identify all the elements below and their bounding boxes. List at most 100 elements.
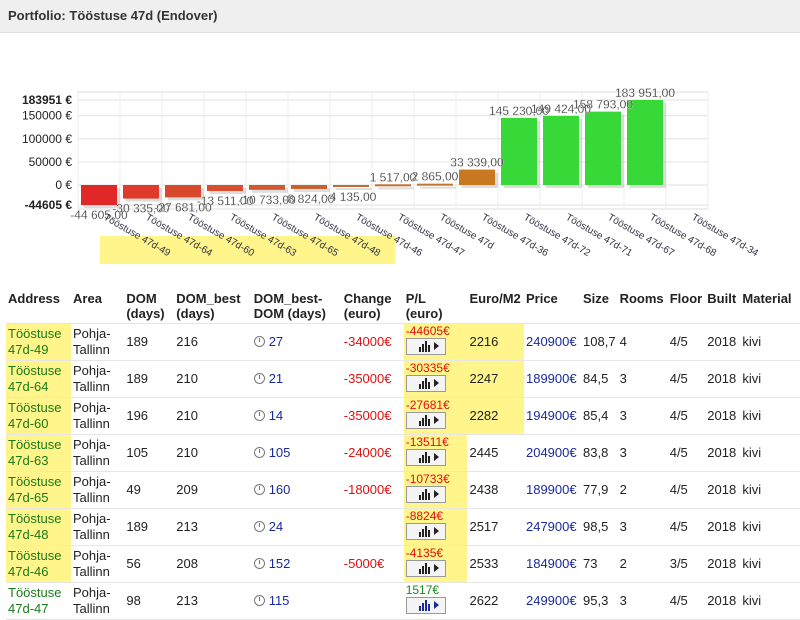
built-cell: 2018	[705, 397, 741, 435]
chart-label-highlight	[100, 236, 395, 264]
column-header: Price	[523, 287, 582, 324]
y-tick-label: 100000 €	[22, 132, 72, 146]
bar-data-label: -8 824,00	[284, 192, 335, 206]
size-cell: 95,3	[581, 582, 618, 620]
bar-data-label: 33 339,00	[450, 156, 504, 170]
address-link[interactable]: Tööstuse 47d-46	[6, 545, 72, 583]
table-row: Tööstuse 47d-46 Pohja-Tallinn 56 208 152 -500…	[6, 545, 800, 583]
table-body: Tööstuse 47d-49 Pohja-Tallinn 189 216 27 -340…	[6, 323, 800, 620]
play-icon	[433, 490, 439, 498]
euro-m2-cell: 2282	[467, 397, 524, 435]
address-link[interactable]: Tööstuse 47d-49	[6, 323, 72, 361]
built-cell: 2018	[705, 360, 741, 398]
column-header: DOM_best (days)	[174, 287, 252, 324]
dom-diff-cell: 14	[251, 397, 342, 435]
dom-diff-value: 152	[268, 556, 291, 571]
bar-data-label: 158 793,00	[573, 98, 633, 112]
rooms-cell: 3	[617, 434, 668, 472]
address-link[interactable]: Tööstuse 47d-60	[6, 397, 72, 435]
bar-data-label: -4 135,00	[326, 190, 377, 204]
price-cell: 249900€	[523, 582, 582, 620]
chart-button[interactable]	[405, 338, 446, 355]
bar	[417, 183, 453, 186]
chart-button[interactable]	[405, 375, 446, 392]
built-cell: 2018	[705, 545, 741, 583]
bar-data-label: -30 335,00	[112, 202, 170, 216]
bar-data-label: -27 681,00	[154, 200, 212, 214]
chart-button[interactable]	[405, 523, 446, 540]
built-cell: 2018	[705, 434, 741, 472]
address-link[interactable]: Tööstuse 47d-63	[6, 434, 72, 472]
bar	[375, 184, 411, 187]
table-row: Tööstuse 47d-48 Pohja-Tallinn 189 213 24 -882…	[6, 508, 800, 546]
dom-diff-value: 115	[268, 593, 290, 608]
bar	[501, 117, 537, 185]
table-row: Tööstuse 47d-64 Pohja-Tallinn 189 210 21 -350…	[6, 360, 800, 398]
area-cell: Pohja-Tallinn	[71, 397, 125, 435]
table-row: Tööstuse 47d-49 Pohja-Tallinn 189 216 27 -340…	[6, 323, 800, 361]
table-row: Tööstuse 47d-63 Pohja-Tallinn 105 210 105 -24…	[6, 434, 800, 472]
pl-value: -10733€	[405, 472, 450, 486]
area-cell: Pohja-Tallinn	[71, 508, 125, 546]
address-link[interactable]: Tööstuse 47d-65	[6, 471, 72, 509]
change-cell: -34000€	[341, 323, 404, 361]
material-cell: kivi	[740, 397, 800, 435]
dom-cell: 105	[124, 434, 175, 472]
address-link[interactable]: Tööstuse 47d-48	[6, 508, 72, 546]
address-link[interactable]: Tööstuse 47d-47	[6, 582, 72, 620]
bar-shadow	[420, 186, 456, 189]
size-cell: 77,9	[581, 471, 618, 509]
clock-icon	[253, 484, 265, 495]
clock-icon	[253, 595, 265, 606]
clock-icon	[253, 373, 265, 384]
chart-button[interactable]	[405, 449, 446, 466]
play-icon	[433, 453, 439, 461]
dom-cell: 49	[124, 471, 175, 509]
floor-cell: 3/5	[667, 545, 706, 583]
table-row: Tööstuse 47d-65 Pohja-Tallinn 49 209 160 -180…	[6, 471, 800, 509]
column-header: Floor	[667, 287, 706, 324]
chart-button[interactable]	[405, 597, 446, 614]
portfolio-chart: 183951 € 150000 € 100000 € 50000 € 0 € -44605…	[22, 86, 761, 260]
euro-m2-cell: 2445	[467, 434, 524, 472]
price-cell: 189900€	[523, 360, 582, 398]
material-cell: kivi	[740, 508, 800, 546]
rooms-cell: 3	[617, 360, 668, 398]
dom-cell: 98	[124, 582, 175, 620]
dom-best-cell: 216	[174, 323, 252, 361]
column-header: DOM (days)	[124, 287, 175, 324]
floor-cell: 4/5	[667, 397, 706, 435]
pl-value: -44605€	[405, 324, 450, 338]
floor-cell: 4/5	[667, 471, 706, 509]
dom-diff-cell: 24	[251, 508, 342, 546]
floor-cell: 4/5	[667, 360, 706, 398]
euro-m2-cell: 2438	[467, 471, 524, 509]
built-cell: 2018	[705, 508, 741, 546]
price-cell: 247900€	[523, 508, 582, 546]
size-cell: 108,7	[581, 323, 618, 361]
portfolio-table: Address Area DOM (days) DOM_best (days) DOM_be…	[6, 287, 800, 620]
chart-button[interactable]	[405, 412, 446, 429]
chart-button[interactable]	[405, 560, 446, 577]
dom-best-cell: 210	[174, 397, 252, 435]
bar	[123, 185, 159, 199]
dom-best-cell: 213	[174, 508, 252, 546]
material-cell: kivi	[740, 360, 800, 398]
play-icon	[433, 601, 439, 609]
x-tick-label: Tööstuse 47d-34	[690, 212, 761, 259]
rooms-cell: 3	[617, 508, 668, 546]
bar-data-label: 145 230,00	[489, 104, 549, 118]
dom-diff-value: 14	[268, 408, 284, 423]
column-header: Area	[71, 287, 125, 324]
material-cell: kivi	[740, 471, 800, 509]
price-cell: 184900€	[523, 545, 582, 583]
dom-diff-value: 24	[268, 519, 284, 534]
pl-cell: -4135€	[403, 545, 468, 583]
bar-data-label: -10 733,00	[238, 193, 296, 207]
address-link[interactable]: Tööstuse 47d-64	[6, 360, 72, 398]
rooms-cell: 4	[617, 323, 668, 361]
dom-diff-cell: 152	[251, 545, 342, 583]
column-header: Built	[705, 287, 741, 324]
chart-button[interactable]	[405, 486, 446, 503]
size-cell: 83,8	[581, 434, 618, 472]
